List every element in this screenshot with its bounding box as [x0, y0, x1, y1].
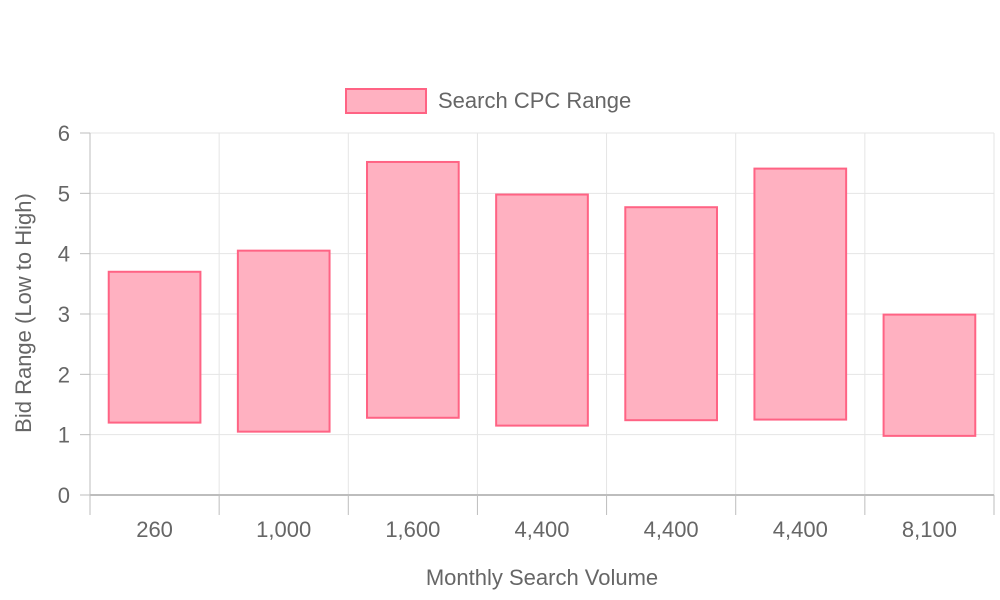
- y-tick-label: 5: [58, 181, 70, 206]
- y-tick-label: 3: [58, 302, 70, 327]
- bar[interactable]: [107, 270, 202, 424]
- x-tick-label: 4,400: [514, 517, 569, 542]
- bar[interactable]: [366, 160, 460, 419]
- bars: [107, 160, 977, 437]
- x-tick-label: 1,600: [385, 517, 440, 542]
- bar[interactable]: [495, 193, 589, 427]
- y-tick-label: 0: [58, 483, 70, 508]
- tick-labels: 0 1 2 3 4 5 6 260 1,000 1,600 4,400 4,400 4,400 8,100: [58, 121, 957, 542]
- y-tick-label: 6: [58, 121, 70, 146]
- x-tick-label: 1,000: [256, 517, 311, 542]
- bar[interactable]: [753, 167, 848, 421]
- y-axis-title: Bid Range (Low to High): [11, 193, 36, 433]
- x-tick-label: 260: [136, 517, 173, 542]
- legend-swatch[interactable]: [345, 88, 427, 114]
- x-axis-title: Monthly Search Volume: [426, 565, 658, 590]
- legend[interactable]: Search CPC Range: [345, 88, 631, 114]
- x-tick-label: 8,100: [902, 517, 957, 542]
- bar[interactable]: [236, 249, 331, 433]
- y-tick-label: 4: [58, 242, 70, 267]
- y-tick-label: 2: [58, 362, 70, 387]
- legend-label[interactable]: Search CPC Range: [438, 88, 631, 113]
- bar[interactable]: [882, 313, 977, 437]
- axes: [80, 132, 995, 515]
- x-tick-label: 4,400: [644, 517, 699, 542]
- y-tick-label: 1: [58, 423, 70, 448]
- bar[interactable]: [624, 206, 718, 422]
- x-tick-label: 4,400: [773, 517, 828, 542]
